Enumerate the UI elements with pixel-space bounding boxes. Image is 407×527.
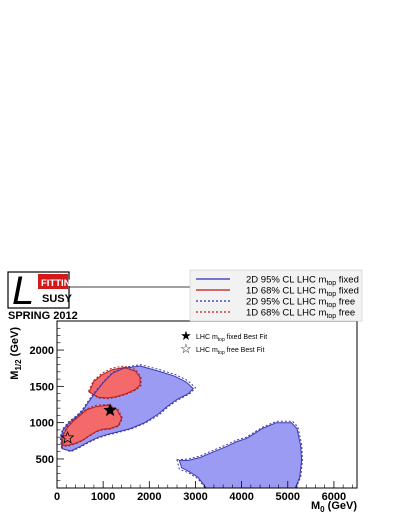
- best-fit-legend-symbol-1: ☆: [180, 341, 192, 356]
- y-axis-label-sub: 1/2: [14, 359, 23, 371]
- y-tick-label-1: 1000: [30, 418, 54, 430]
- legend-entry-0: 2D 95% CL LHC mtop fixed: [246, 275, 359, 288]
- logo-line1: FITTINO: [41, 278, 78, 289]
- x-tick-label-5: 5000: [276, 491, 300, 503]
- best-fit-legend-label-1: LHC mtop free Best Fit: [196, 347, 264, 356]
- best-fit-marker-1: [60, 430, 75, 444]
- legend-entry-2: 2D 95% CL LHC mtop free: [246, 297, 355, 310]
- logo-red-band: [38, 274, 68, 289]
- logo-edition: SPRING 2012: [8, 310, 78, 322]
- y-axis-label-main: M: [9, 371, 21, 380]
- legend-entry-1: 1D 68% CL LHC mtop fixed: [246, 286, 359, 299]
- plot-area: 0 1000 2000 3000 4000 5000 6000 500 1000 1500 2000…: [9, 320, 358, 514]
- best-fit-legend: ★ LHC mtop fixed Best Fit ☆ LHC mtop free B…: [180, 328, 267, 356]
- x-tick-label-1: 1000: [91, 491, 115, 503]
- x-tick-label-3: 3000: [183, 491, 207, 503]
- logo-line2: SUSY: [42, 293, 73, 305]
- y-tick-label-3: 2000: [30, 345, 54, 357]
- x-axis-label-sub: 0: [320, 505, 325, 514]
- y-axis-label: M1/2 (GeV): [9, 327, 23, 380]
- y-axis-label-unit: (GeV): [9, 327, 21, 360]
- x-axis-label-unit: (GeV): [325, 500, 358, 512]
- logo-glyph: L: [12, 269, 34, 313]
- x-axis-label: M0 (GeV): [311, 500, 357, 514]
- region-95-dashed-outline-3: [176, 420, 304, 488]
- best-fit-legend-label-0: LHC mtop fixed Best Fit: [196, 334, 267, 343]
- x-axis-label-main: M: [311, 500, 320, 512]
- fittino-logo: L FITTINO SUSY SPRING 2012: [7, 269, 78, 322]
- region-95-dashed-outline-1: [59, 364, 197, 453]
- x-tick-label-2: 2000: [137, 491, 161, 503]
- region-68-solid-outline-6: [88, 366, 141, 399]
- x-tick-label-6: 6000: [322, 491, 346, 503]
- region-68-dashed-outline-7: [87, 365, 142, 400]
- region-95-solid-outline-0: [60, 365, 194, 452]
- region-95-fill-1: [179, 422, 302, 488]
- region-68-solid-outline-4: [61, 404, 123, 446]
- contour-regions: [59, 364, 304, 488]
- best-fit-marker-0: [103, 403, 117, 417]
- x-tick-label-4: 4000: [229, 491, 253, 503]
- region-68-dashed-outline-5: [61, 403, 124, 447]
- x-tick-label-0: 0: [54, 491, 60, 503]
- y-tick-label-2: 1500: [30, 381, 54, 393]
- legend-entry-3: 1D 68% CL LHC mtop free: [246, 308, 355, 321]
- y-tick-label-0: 500: [36, 454, 54, 466]
- region-95-solid-outline-2: [178, 422, 303, 488]
- best-fit-legend-symbol-0: ★: [180, 328, 192, 343]
